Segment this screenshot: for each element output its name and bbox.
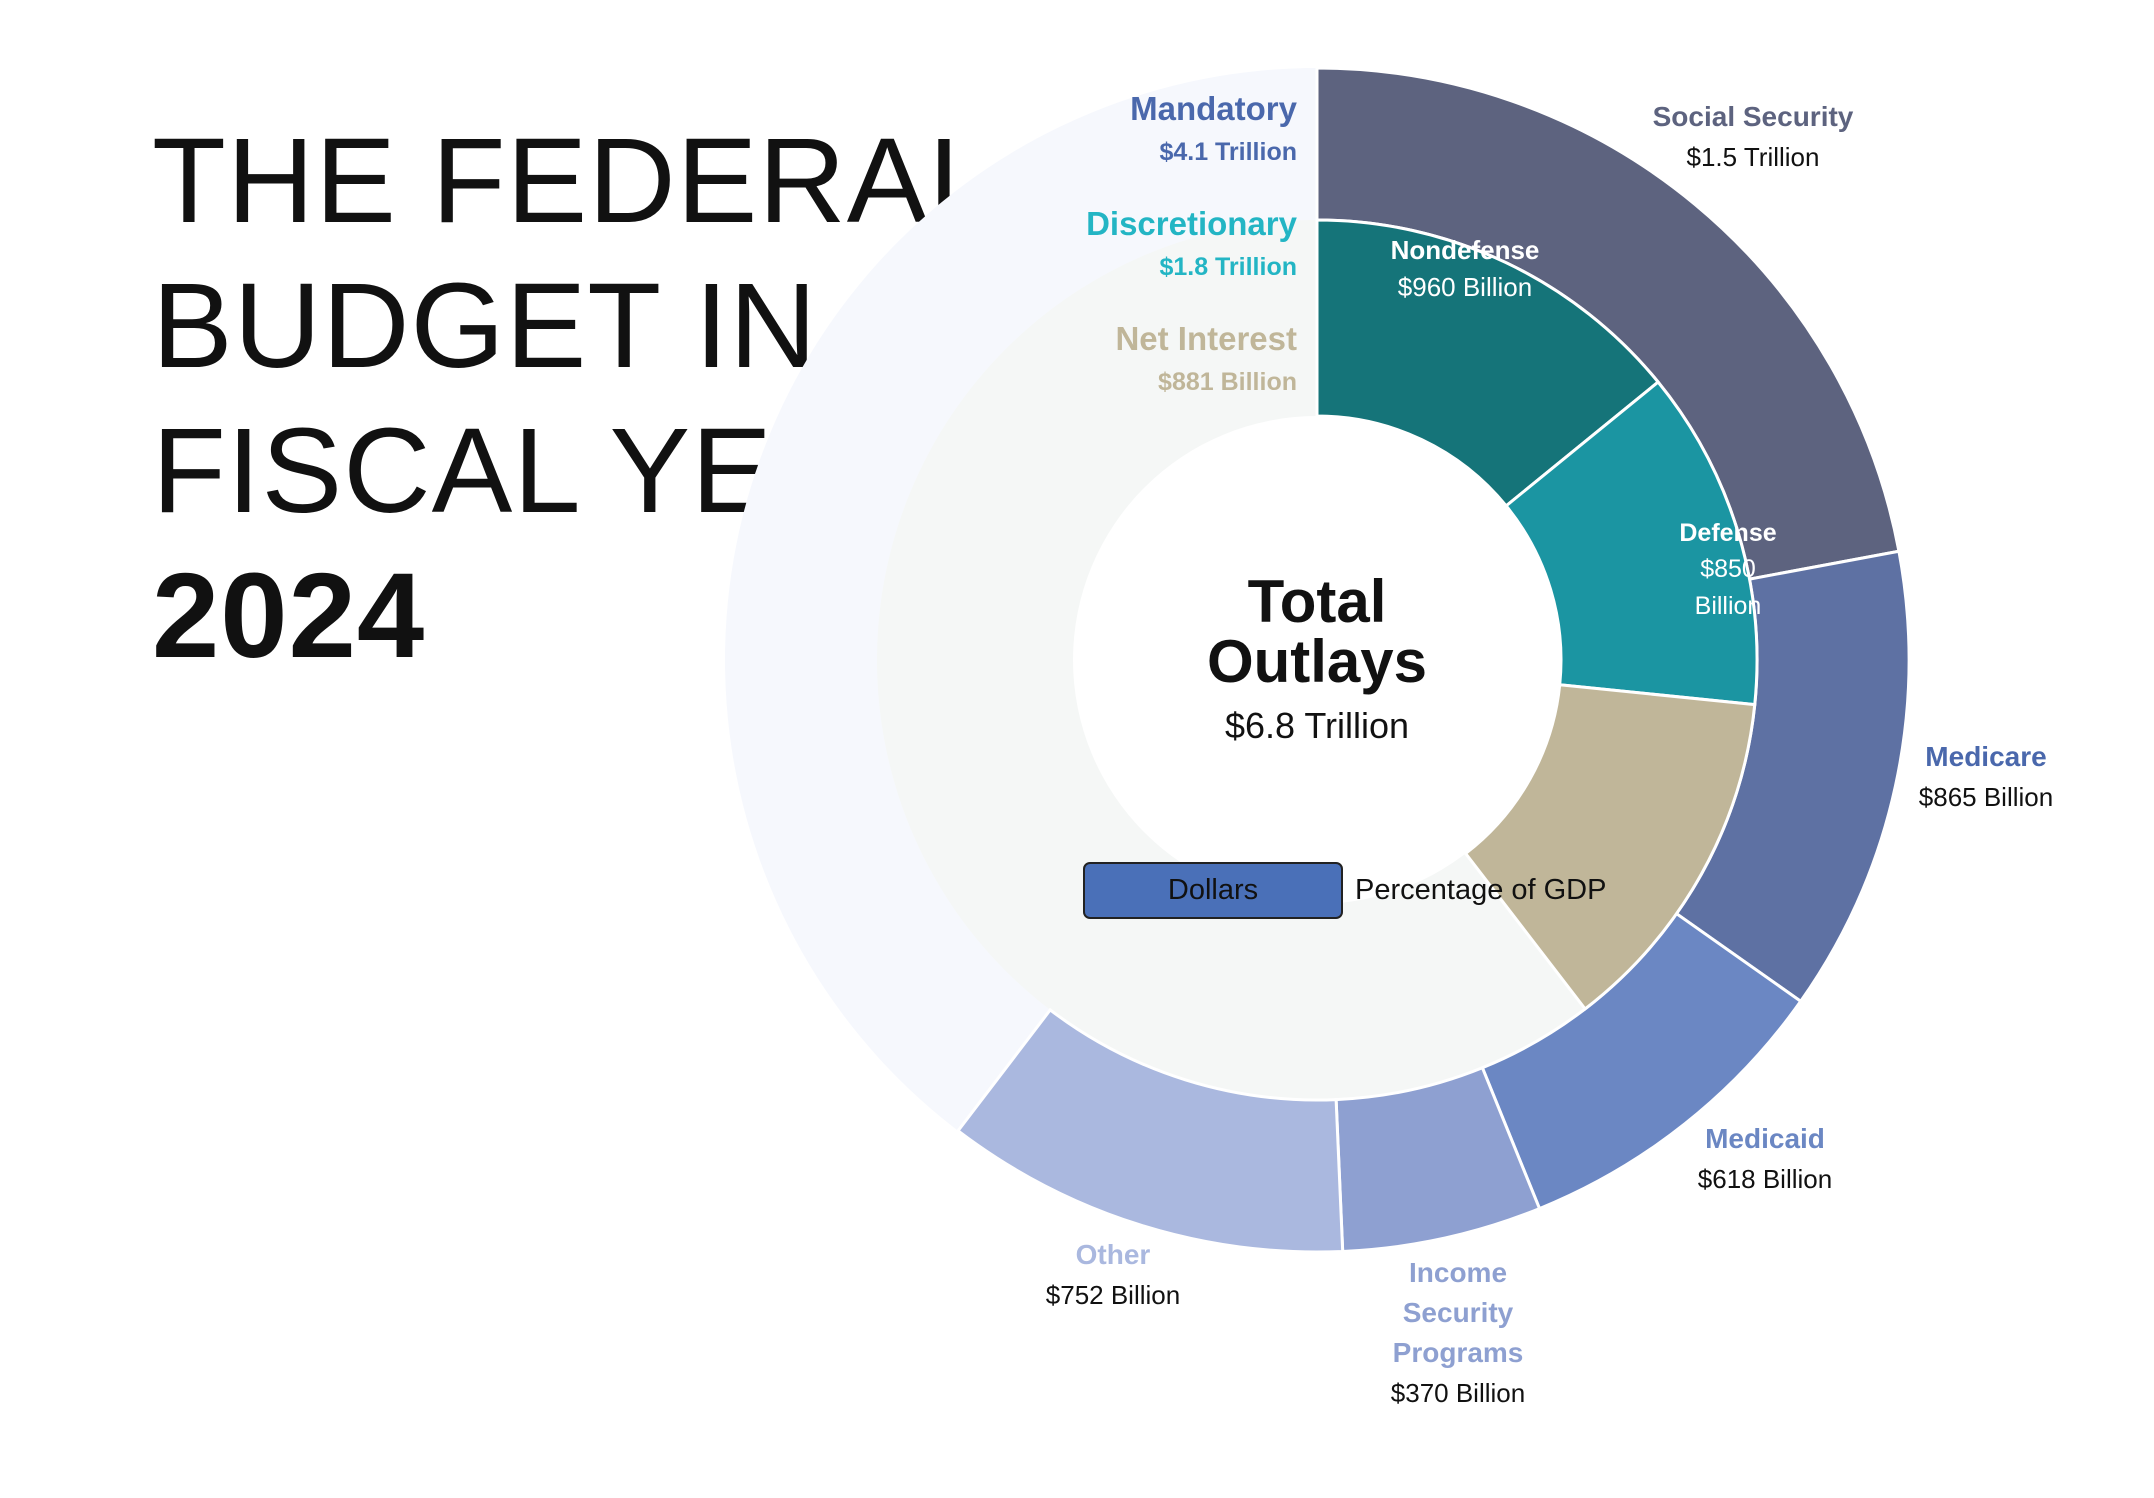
center-total-value: $6.8 Trillion: [1225, 705, 1409, 746]
group-value-mandatory: $4.1 Trillion: [1159, 138, 1297, 166]
inner-segment-nondefense: [1315, 218, 1661, 508]
outer-label-medicare: Medicare: [1925, 741, 2046, 772]
group-label-discretionary: Discretionary: [1086, 205, 1298, 242]
group-label-mandatory: Mandatory: [1130, 90, 1298, 127]
outer-label-income-security-programs-1: Income: [1409, 1257, 1507, 1288]
group-value-net-interest: $881 Billion: [1158, 368, 1297, 396]
outer-value-income-security-programs: $370 Billion: [1391, 1378, 1525, 1408]
center-hole: [1073, 416, 1561, 904]
inner-label-nondefense: Nondefense: [1391, 235, 1540, 265]
group-label-net-interest: Net Interest: [1115, 320, 1297, 357]
outer-value-other: $752 Billion: [1046, 1280, 1180, 1310]
unit-toggle: Dollars Percentage of GDP: [1083, 862, 1606, 919]
inner-value-nondefense: $960 Billion: [1398, 272, 1532, 302]
center-label-outlays: Outlays: [1207, 628, 1427, 695]
outer-value-social-security: $1.5 Trillion: [1687, 142, 1820, 172]
group-value-discretionary: $1.8 Trillion: [1159, 253, 1297, 281]
outer-value-medicaid: $618 Billion: [1698, 1164, 1832, 1194]
outer-label-social-security: Social Security: [1653, 101, 1854, 132]
center-label-total: Total: [1248, 568, 1387, 635]
inner-label-defense: Defense: [1679, 519, 1776, 547]
title-year: 2024: [152, 547, 426, 683]
outer-segment-other: [955, 1007, 1345, 1254]
dollars-toggle-button[interactable]: Dollars: [1083, 862, 1343, 919]
outer-value-medicare: $865 Billion: [1919, 782, 2053, 812]
percentage-of-gdp-toggle[interactable]: Percentage of GDP: [1355, 874, 1607, 906]
inner-value-defense-2: Billion: [1695, 592, 1762, 620]
outer-label-medicaid: Medicaid: [1705, 1123, 1825, 1154]
inner-segment-net-interest: [1463, 683, 1757, 1012]
inner-value-defense-1: $850: [1700, 555, 1756, 583]
outer-label-other: Other: [1076, 1239, 1151, 1270]
outer-label-income-security-programs-3: Programs: [1393, 1337, 1524, 1368]
title-line-2: BUDGET IN: [152, 257, 818, 393]
outer-label-income-security-programs-2: Security: [1403, 1297, 1514, 1328]
inner-segment-defense: [1504, 379, 1759, 707]
title-line-1: THE FEDERAL: [152, 112, 997, 248]
